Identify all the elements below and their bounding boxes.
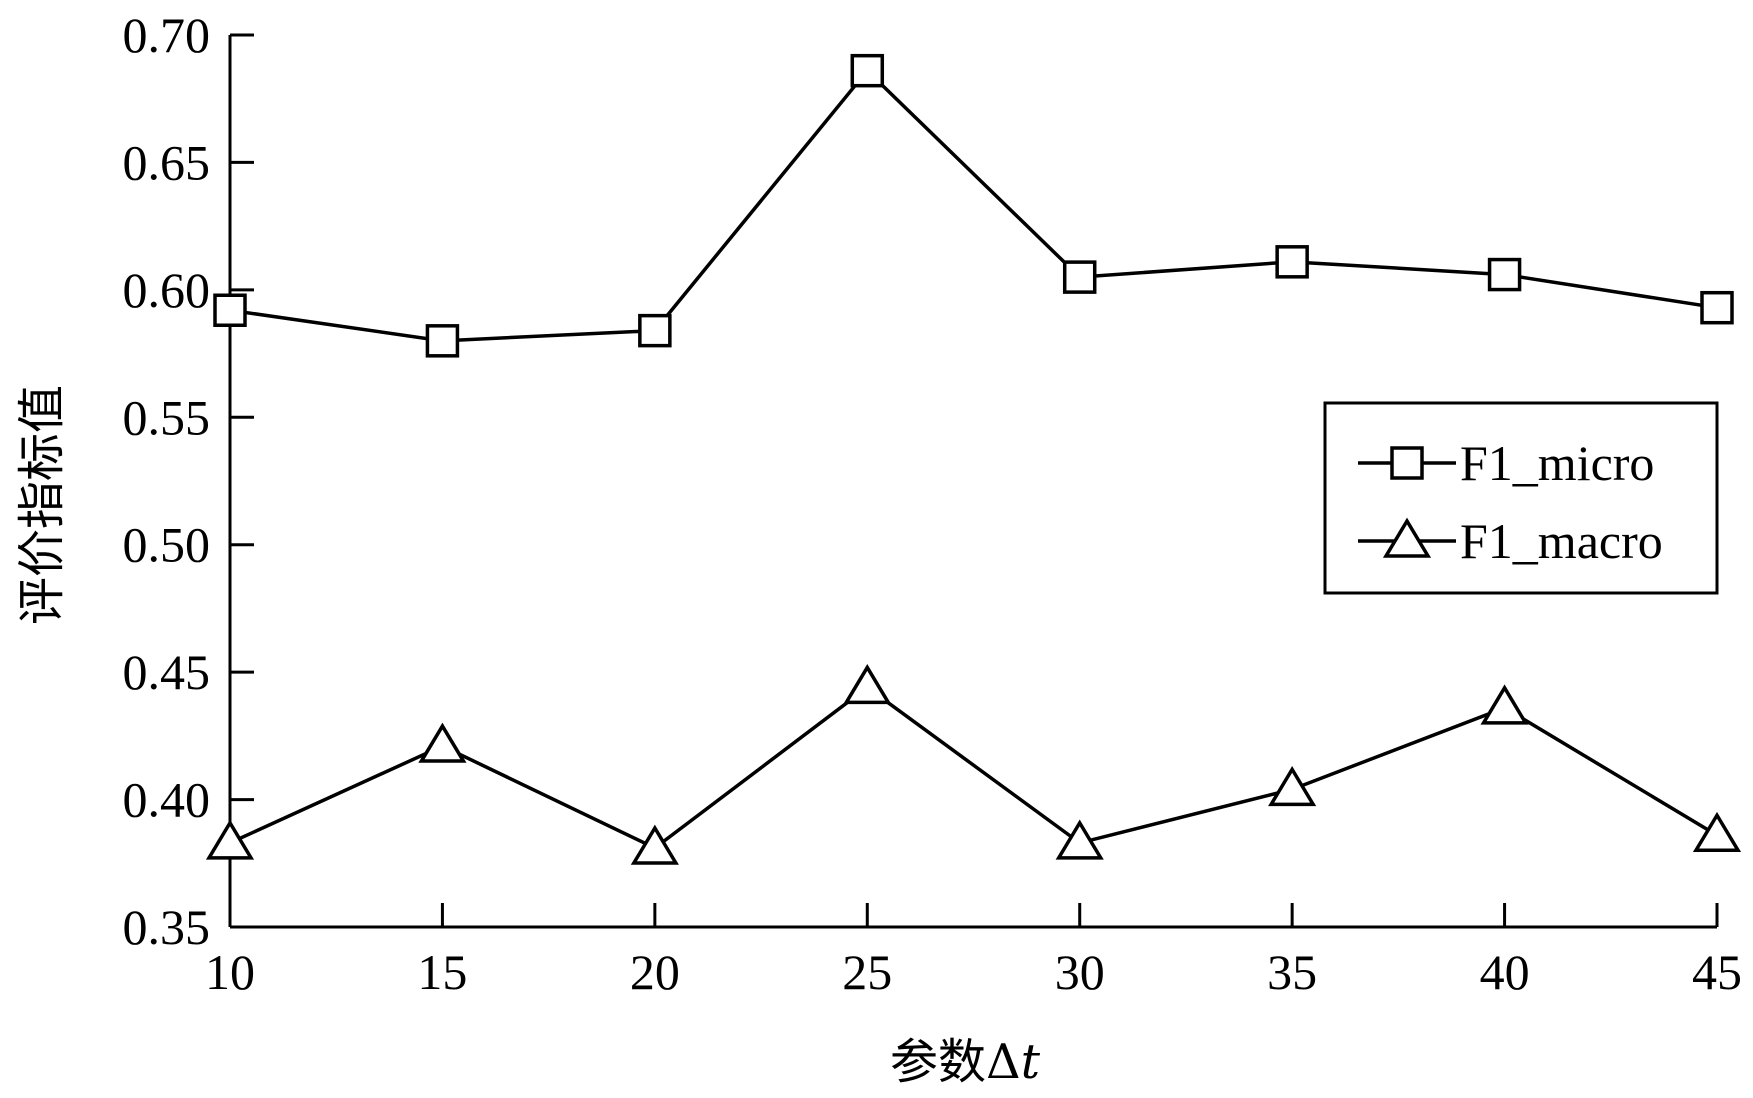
square-marker: [425, 324, 460, 358]
y-axis-title: 评价指标值: [14, 385, 70, 625]
x-tick-label: 30: [1055, 944, 1105, 1000]
x-tick-label: 40: [1480, 944, 1530, 1000]
triangle-marker: [630, 824, 679, 865]
y-tick-label: 0.55: [123, 389, 211, 445]
triangle-marker: [1055, 819, 1104, 860]
x-tick-label: 20: [630, 944, 680, 1000]
square-marker: [850, 53, 885, 88]
triangle-marker: [1480, 684, 1529, 725]
x-tick-label: 25: [842, 944, 892, 1000]
square-marker: [1487, 257, 1522, 292]
y-tick-label: 0.65: [123, 134, 211, 190]
triangle-marker: [843, 664, 892, 705]
x-axis-title-prefix: 参数Δ: [890, 1034, 1021, 1090]
series-f1-macro: [205, 664, 1742, 865]
x-tick-label: 45: [1692, 944, 1742, 1000]
triangle-marker: [1692, 811, 1742, 853]
series-f1-micro: [213, 53, 1734, 358]
square-marker: [1275, 245, 1309, 279]
x-axis-title-italic: t: [1021, 1034, 1041, 1090]
triangle-marker: [418, 722, 467, 763]
x-tick-label: 15: [417, 944, 467, 1000]
x-tick-label: 35: [1267, 944, 1317, 1000]
square-marker: [213, 293, 247, 327]
y-tick-label: 0.35: [123, 899, 211, 955]
y-tick-label: 0.40: [123, 772, 211, 828]
series-line: [229, 685, 1718, 851]
triangle-marker: [1268, 765, 1317, 807]
legend-square-marker: [1390, 446, 1424, 480]
legend-label: F1_micro: [1460, 435, 1654, 491]
y-tick-label: 0.45: [123, 644, 211, 700]
x-axis-title: 参数Δt: [890, 1034, 1041, 1090]
series-layer: [205, 53, 1742, 865]
legend-triangle-marker: [1382, 517, 1432, 558]
x-tick-label: 10: [205, 944, 255, 1000]
y-tick-label: 0.50: [123, 517, 211, 573]
legend-box: [1323, 401, 1719, 595]
y-tick-label: 0.60: [123, 262, 211, 318]
series-line: [229, 68, 1718, 343]
legend-label: F1_macro: [1460, 513, 1663, 569]
triangle-marker: [205, 819, 255, 860]
legend: F1_micro F1_macro: [1323, 401, 1719, 595]
y-tick-label: 0.70: [123, 7, 211, 63]
square-marker: [1062, 260, 1097, 294]
square-marker: [1700, 290, 1734, 325]
square-marker: [638, 313, 672, 348]
